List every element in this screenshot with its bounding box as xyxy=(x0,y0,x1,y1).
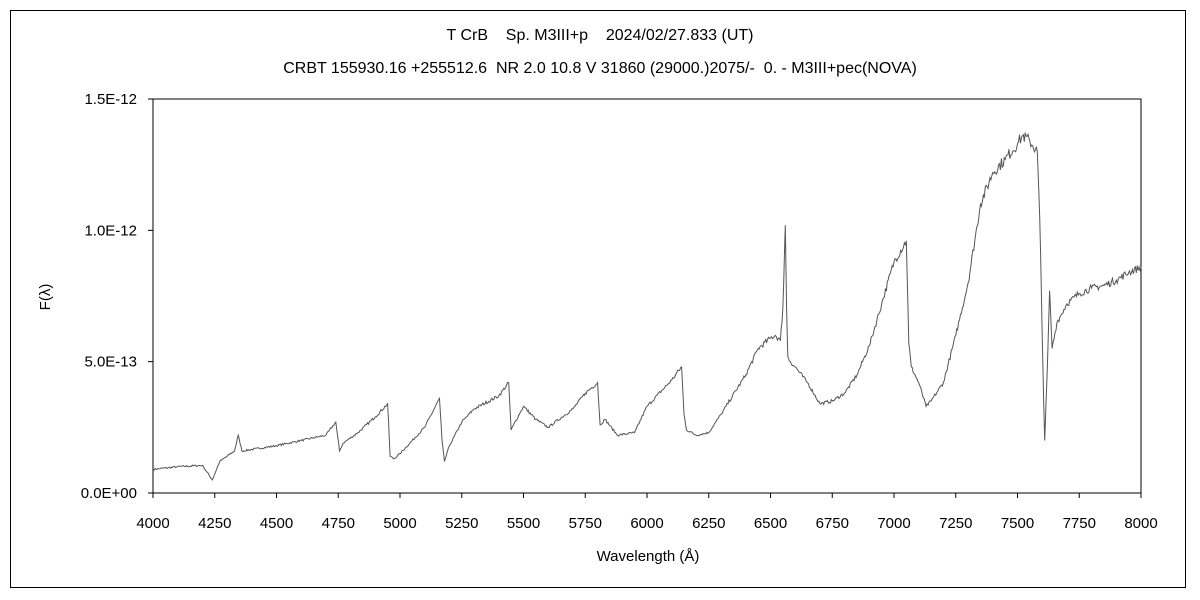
chart-title: T CrB Sp. M3III+p 2024/02/27.833 (UT) xyxy=(446,27,754,44)
x-tick-label: 5750 xyxy=(569,515,602,532)
x-tick-label: 6000 xyxy=(630,515,663,532)
x-axis-label: Wavelength (Å) xyxy=(597,548,700,565)
x-tick-label: 7500 xyxy=(1001,515,1034,532)
y-axis-label: F(λ) xyxy=(37,284,54,311)
x-tick-label: 5000 xyxy=(383,515,416,532)
axes xyxy=(152,98,1142,494)
x-tick-label: 4250 xyxy=(198,515,231,532)
x-tick-label: 6250 xyxy=(692,515,725,532)
y-tick-label: 0.0E+00 xyxy=(81,485,137,502)
x-axis-ticks: 4000 4250 4500 4750 5000 5250 5500 5750 6000 6250… xyxy=(136,493,1158,532)
chart-subtitle: CRBT 155930.16 +255512.6 NR 2.0 10.8 V 3… xyxy=(283,60,917,77)
spectrum-line xyxy=(152,132,1142,481)
x-tick-label: 5250 xyxy=(445,515,478,532)
plot-area xyxy=(152,98,1142,494)
x-tick-label: 4000 xyxy=(136,515,169,532)
series-group xyxy=(152,132,1142,481)
x-tick-label: 7000 xyxy=(877,515,910,532)
y-tick-label: 1.5E-12 xyxy=(84,91,137,108)
x-tick-label: 4750 xyxy=(322,515,355,532)
x-tick-label: 7750 xyxy=(1063,515,1096,532)
x-tick-label: 5500 xyxy=(507,515,540,532)
x-tick-label: 4500 xyxy=(260,515,293,532)
chart-frame xyxy=(10,10,1186,588)
x-tick-label: 6750 xyxy=(816,515,849,532)
x-tick-label: 6500 xyxy=(754,515,787,532)
x-tick-label: 8000 xyxy=(1124,515,1157,532)
y-tick-label: 5.0E-13 xyxy=(84,354,137,371)
y-tick-label: 1.0E-12 xyxy=(84,222,137,239)
y-axis-ticks: 0.0E+00 5.0E-13 1.0E-12 1.5E-12 xyxy=(81,91,153,502)
x-tick-label: 7250 xyxy=(939,515,972,532)
